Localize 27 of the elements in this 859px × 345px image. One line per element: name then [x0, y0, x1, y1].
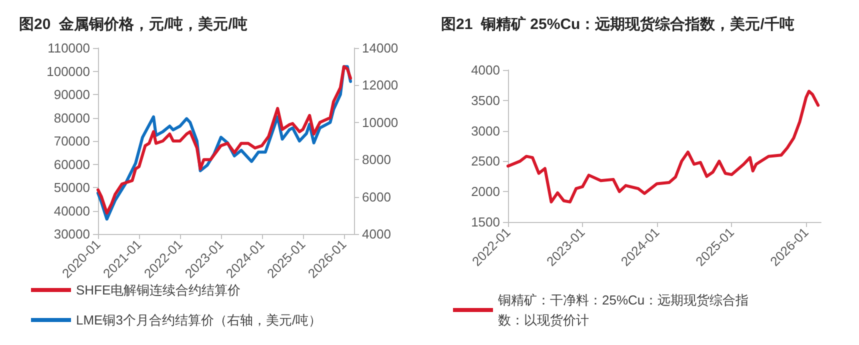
y-tick-label: 100000	[46, 64, 90, 79]
y-tick-label: 2500	[471, 154, 500, 169]
y-tick-label: 2000	[471, 184, 500, 200]
y-tick-label: 80000	[54, 110, 90, 126]
legend-label: 铜精矿：干净料：25%Cu：远期现货综合指数：以现货价计	[497, 292, 749, 328]
legend-label: LME铜3个月合约结算价（右轴，美元/吨）	[76, 312, 322, 328]
y-tick-label: 1500	[471, 214, 500, 230]
chart-title: 图21 铜精矿 25%Cu：远期现货综合指数，美元/千吨	[441, 15, 794, 33]
y-tick-label: 50000	[54, 180, 90, 195]
y2-tick-label: 14000	[362, 40, 398, 56]
y2-tick-label: 10000	[362, 114, 398, 130]
y-tick-label: 4000	[471, 62, 500, 78]
y-tick-label: 60000	[54, 156, 90, 172]
y-tick-label: 3000	[471, 123, 500, 138]
y2-tick-label: 12000	[362, 78, 398, 93]
line-series	[506, 90, 820, 204]
y-tick-label: 90000	[54, 87, 90, 102]
chart-title: 图20 金属铜价格，元/吨，美元/吨	[19, 15, 248, 33]
y-tick-label: 3500	[471, 92, 500, 108]
legend-label: SHFE电解铜连续合约结算价	[76, 282, 241, 298]
y-tick-label: 40000	[54, 203, 90, 218]
y2-tick-label: 6000	[362, 189, 391, 204]
y-tick-label: 70000	[54, 134, 90, 148]
y-tick-label: 110000	[48, 40, 90, 56]
y2-tick-label: 8000	[362, 152, 391, 168]
y-tick-label: 30000	[54, 226, 90, 242]
y2-tick-label: 4000	[362, 226, 391, 242]
